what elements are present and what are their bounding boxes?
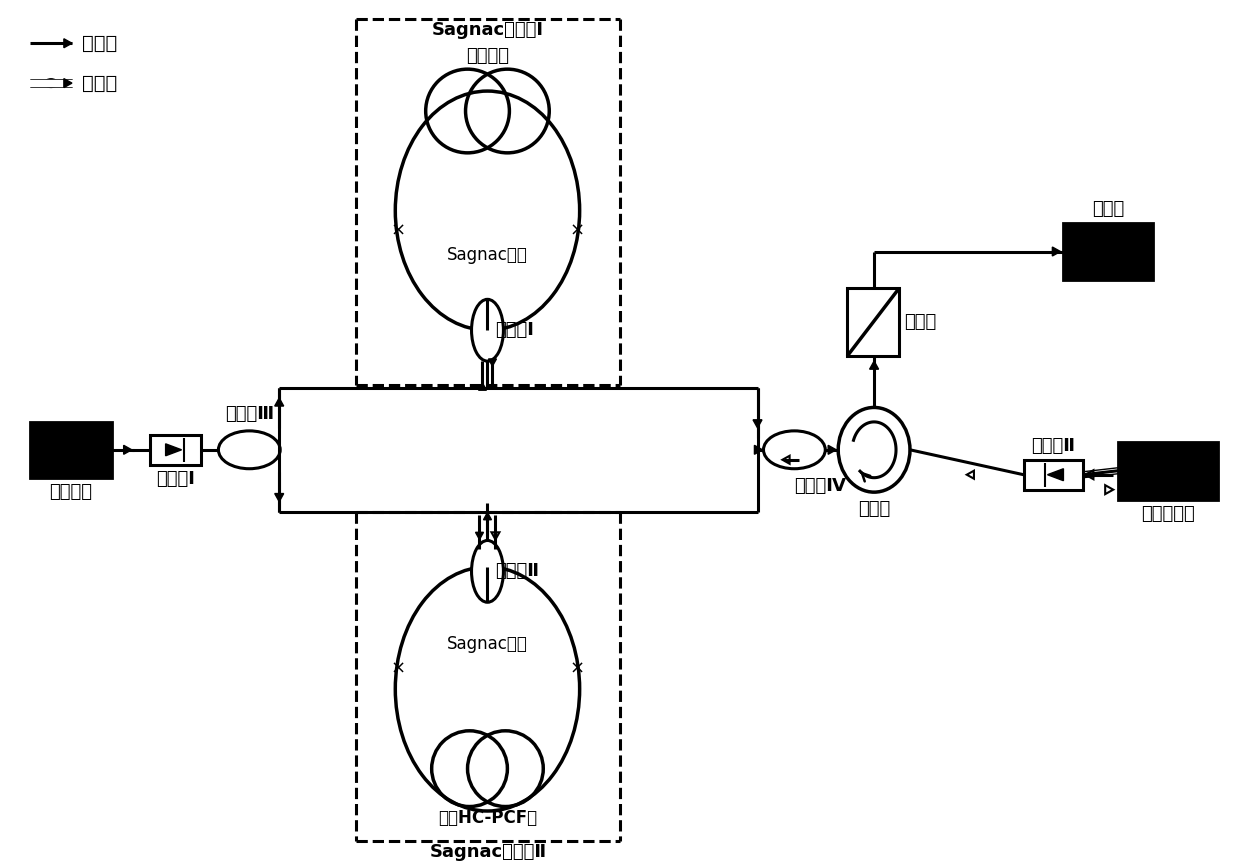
Text: 光谱件: 光谱件 bbox=[1092, 200, 1125, 218]
Ellipse shape bbox=[471, 541, 503, 602]
Text: 宽谱光源: 宽谱光源 bbox=[50, 483, 93, 501]
Text: 保偏HC-PCF：: 保偏HC-PCF： bbox=[438, 810, 537, 827]
Text: Sagnac环．: Sagnac环． bbox=[448, 635, 528, 653]
Ellipse shape bbox=[764, 431, 826, 469]
Text: ×: × bbox=[391, 660, 405, 678]
Polygon shape bbox=[489, 359, 496, 366]
Bar bbox=[150, 435, 201, 464]
Bar bbox=[847, 288, 899, 356]
Bar bbox=[1118, 442, 1218, 500]
Polygon shape bbox=[64, 39, 72, 48]
Polygon shape bbox=[475, 532, 484, 540]
Polygon shape bbox=[754, 445, 763, 454]
Polygon shape bbox=[484, 513, 491, 520]
Text: ×: × bbox=[569, 221, 585, 240]
Text: 耦合器Ⅳ: 耦合器Ⅳ bbox=[795, 477, 847, 495]
Ellipse shape bbox=[45, 79, 57, 87]
Bar bbox=[1064, 222, 1153, 280]
Text: 泻浦光: 泻浦光 bbox=[82, 74, 117, 93]
Polygon shape bbox=[479, 383, 486, 391]
Text: 隔离器Ⅱ: 隔离器Ⅱ bbox=[1032, 437, 1075, 455]
Text: Sagnac干涉计Ⅱ: Sagnac干涉计Ⅱ bbox=[429, 844, 547, 861]
Polygon shape bbox=[828, 445, 836, 454]
Text: 滤波器: 滤波器 bbox=[904, 313, 936, 332]
Text: Sagnac干涉计Ⅰ: Sagnac干涉计Ⅰ bbox=[432, 22, 544, 39]
Text: ×: × bbox=[569, 660, 585, 678]
Text: 隔离器Ⅰ: 隔离器Ⅰ bbox=[156, 470, 195, 488]
Polygon shape bbox=[753, 420, 763, 428]
Text: 泻浦激光器: 泻浦激光器 bbox=[1141, 504, 1195, 523]
Polygon shape bbox=[64, 79, 72, 88]
Text: 耦合器Ⅰ: 耦合器Ⅰ bbox=[496, 321, 534, 339]
Polygon shape bbox=[869, 361, 879, 369]
Text: ×: × bbox=[391, 221, 405, 240]
Text: 探测光: 探测光 bbox=[82, 34, 117, 53]
Text: Sagnac环＿: Sagnac环＿ bbox=[448, 247, 528, 265]
Ellipse shape bbox=[471, 299, 503, 361]
Polygon shape bbox=[166, 444, 181, 456]
Ellipse shape bbox=[218, 431, 280, 469]
Text: 耦合器Ⅱ: 耦合器Ⅱ bbox=[496, 562, 539, 581]
Polygon shape bbox=[124, 445, 131, 454]
Bar bbox=[30, 422, 112, 477]
Bar bbox=[1023, 460, 1084, 490]
Polygon shape bbox=[1053, 247, 1060, 256]
Text: 耦合器Ⅲ: 耦合器Ⅲ bbox=[224, 404, 274, 423]
Polygon shape bbox=[1048, 469, 1064, 481]
Text: 熊猫光纤: 熊猫光纤 bbox=[466, 47, 508, 65]
Polygon shape bbox=[275, 398, 284, 406]
Text: 环形器: 环形器 bbox=[858, 500, 890, 517]
Polygon shape bbox=[275, 494, 284, 502]
